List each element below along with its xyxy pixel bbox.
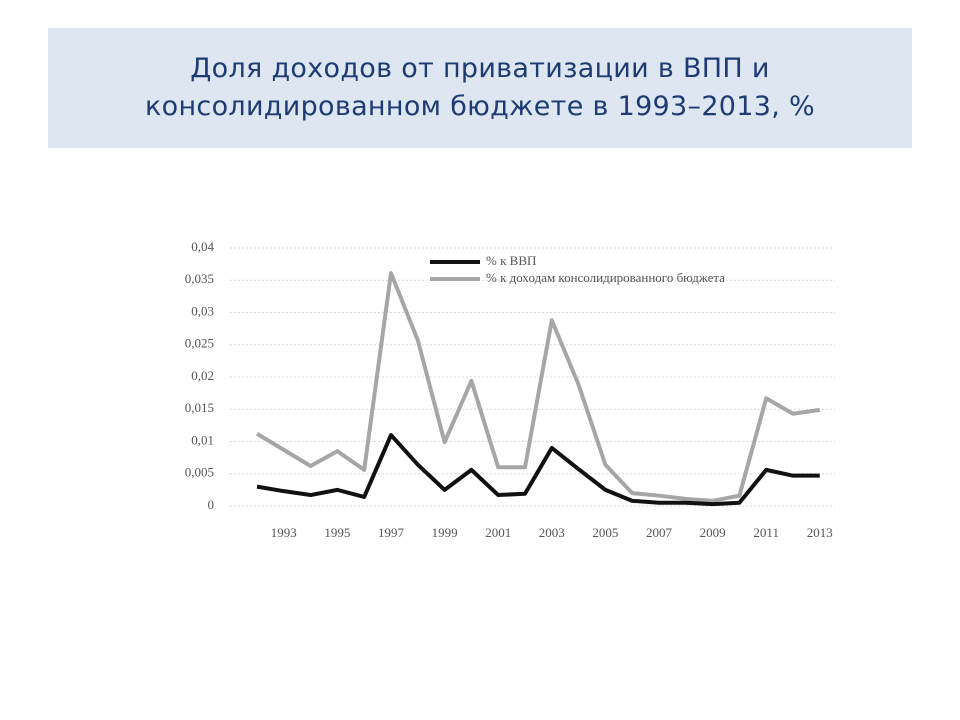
y-tick-label: 0,03 xyxy=(191,303,214,318)
legend-label: % к доходам консолидированного бюджета xyxy=(486,270,725,285)
y-tick-label: 0,015 xyxy=(185,400,214,415)
y-tick-label: 0,025 xyxy=(185,336,214,351)
x-tick-label: 2011 xyxy=(753,525,779,540)
y-tick-label: 0,035 xyxy=(185,271,214,286)
legend-label: % к ВВП xyxy=(486,253,536,268)
y-tick-label: 0,01 xyxy=(191,432,214,447)
series-line xyxy=(255,271,821,503)
y-tick-label: 0,005 xyxy=(185,465,214,480)
chart-title: Доля доходов от приватизации в ВПП и кон… xyxy=(145,53,815,122)
x-tick-label: 2005 xyxy=(592,525,618,540)
x-tick-label: 2001 xyxy=(485,525,511,540)
x-tick-label: 2013 xyxy=(807,525,833,540)
x-tick-label: 1993 xyxy=(271,525,297,540)
x-tick-label: 2007 xyxy=(646,525,673,540)
series-line xyxy=(256,433,820,507)
y-tick-label: 0,04 xyxy=(191,239,214,254)
x-tick-label: 1997 xyxy=(378,525,405,540)
x-tick-label: 1995 xyxy=(324,525,350,540)
y-tick-label: 0,02 xyxy=(191,368,214,383)
y-tick-label: 0 xyxy=(208,497,215,512)
title-box: Доля доходов от приватизации в ВПП и кон… xyxy=(48,28,912,148)
x-tick-label: 1999 xyxy=(432,525,458,540)
x-tick-label: 2003 xyxy=(539,525,565,540)
x-tick-label: 2009 xyxy=(700,525,726,540)
